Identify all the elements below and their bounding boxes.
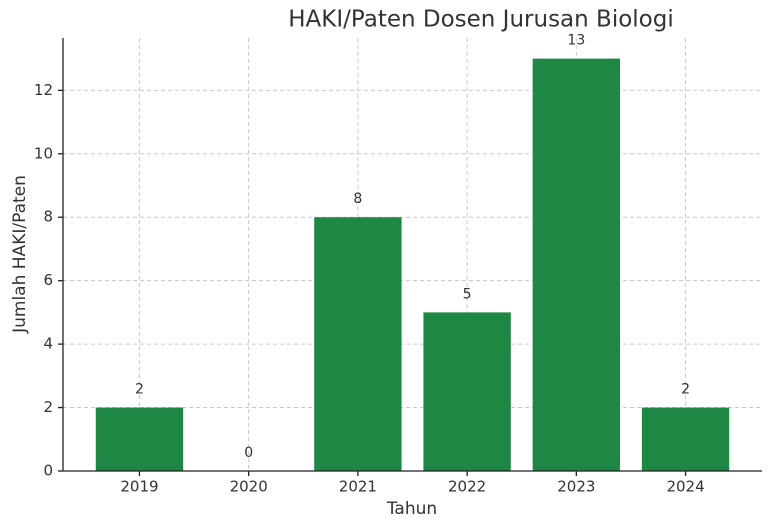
y-tick-label: 2 <box>43 398 53 416</box>
bar <box>532 58 621 471</box>
bar <box>641 407 730 471</box>
data-label: 0 <box>244 445 253 461</box>
data-label: 2 <box>135 382 144 398</box>
bar <box>314 217 402 471</box>
bar <box>423 312 511 471</box>
y-tick-label: 10 <box>34 144 53 162</box>
x-tick-label: 2021 <box>339 478 377 496</box>
x-axis-label: Tahun <box>386 499 437 519</box>
data-label: 8 <box>353 191 362 207</box>
x-tick-label: 2020 <box>230 478 268 496</box>
y-axis-label: Jumlah HAKI/Paten <box>10 175 30 334</box>
x-tick-label: 2019 <box>120 478 158 496</box>
x-tick-label: 2022 <box>448 478 486 496</box>
y-tick-label: 4 <box>43 335 53 353</box>
y-tick-label: 8 <box>43 208 53 226</box>
y-tick-label: 6 <box>43 271 53 289</box>
data-label: 2 <box>681 382 690 398</box>
x-tick-label: 2024 <box>666 478 704 496</box>
x-tick-label: 2023 <box>557 478 595 496</box>
data-label: 13 <box>567 33 585 49</box>
y-tick-label: 0 <box>43 462 53 480</box>
bar <box>95 407 184 471</box>
chart-title: HAKI/Paten Dosen Jurusan Biologi <box>288 7 674 33</box>
data-label: 5 <box>463 286 472 302</box>
y-tick-label: 12 <box>34 81 53 99</box>
